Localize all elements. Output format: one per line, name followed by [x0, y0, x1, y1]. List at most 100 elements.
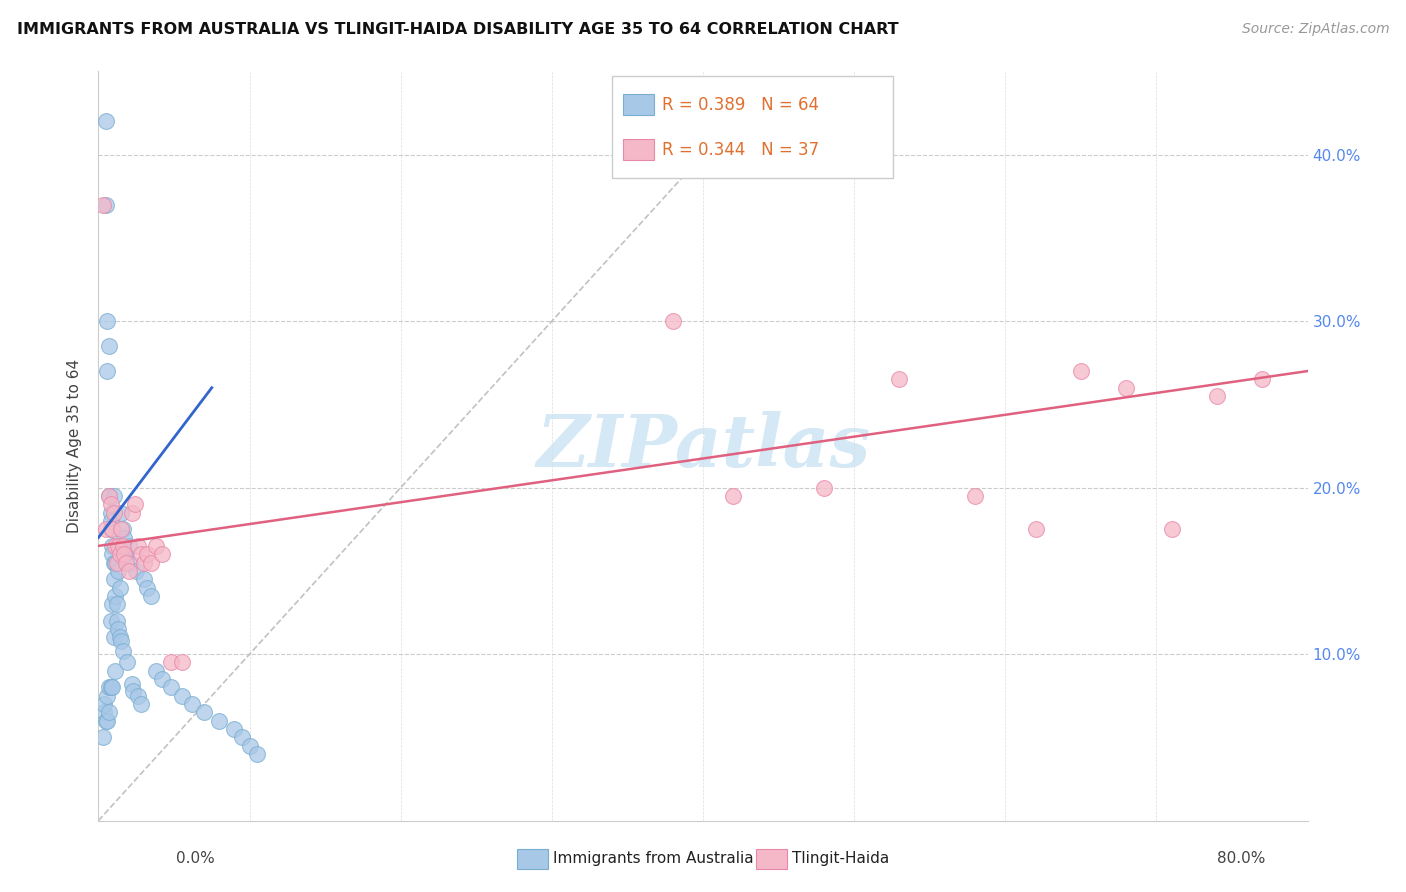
Point [723, 489, 745, 503]
Point [1206, 389, 1229, 403]
Point [208, 714, 231, 728]
Point [103, 506, 125, 520]
Point [105, 556, 128, 570]
Text: Tlingit-Haida: Tlingit-Haida [793, 852, 890, 866]
Point [104, 539, 127, 553]
Point [108, 547, 131, 561]
Point [101, 522, 124, 536]
Point [889, 372, 911, 386]
Point [98, 489, 121, 503]
Point [100, 514, 122, 528]
Point [107, 539, 129, 553]
Point [122, 683, 145, 698]
Point [112, 547, 135, 561]
Point [100, 497, 122, 511]
Point [1115, 381, 1137, 395]
Point [101, 681, 124, 695]
Point [94, 714, 117, 728]
Point [104, 589, 127, 603]
Point [103, 631, 125, 645]
Point [132, 572, 155, 586]
Point [91, 197, 114, 211]
Point [170, 689, 193, 703]
Point [98, 681, 121, 695]
Text: R = 0.389   N = 64: R = 0.389 N = 64 [662, 95, 820, 113]
Point [105, 614, 128, 628]
Point [661, 314, 683, 328]
Point [224, 722, 246, 736]
Point [98, 706, 121, 720]
Point [107, 622, 129, 636]
Point [111, 522, 134, 536]
Point [127, 689, 149, 703]
Point [141, 589, 163, 603]
Point [100, 506, 122, 520]
Text: R = 0.344   N = 37: R = 0.344 N = 37 [662, 141, 820, 159]
Point [150, 547, 173, 561]
Point [104, 556, 127, 570]
Point [135, 581, 157, 595]
Point [111, 539, 134, 553]
Point [110, 506, 132, 520]
Point [101, 539, 124, 553]
Y-axis label: Disability Age 35 to 64: Disability Age 35 to 64 [67, 359, 83, 533]
Text: 0.0%: 0.0% [176, 851, 215, 865]
Text: IMMIGRANTS FROM AUSTRALIA VS TLINGIT-HAIDA DISABILITY AGE 35 TO 64 CORRELATION C: IMMIGRANTS FROM AUSTRALIA VS TLINGIT-HAI… [17, 22, 898, 37]
Point [100, 681, 122, 695]
Point [1160, 522, 1182, 536]
Point [145, 539, 167, 553]
Point [1024, 522, 1046, 536]
Text: Immigrants from Australia: Immigrants from Australia [554, 852, 754, 866]
Text: Source: ZipAtlas.com: Source: ZipAtlas.com [1241, 22, 1389, 37]
Point [246, 747, 269, 761]
Point [121, 506, 143, 520]
Point [813, 481, 835, 495]
Point [129, 547, 152, 561]
Point [100, 522, 122, 536]
Point [96, 689, 118, 703]
Point [98, 339, 121, 353]
Point [145, 664, 167, 678]
Point [93, 706, 115, 720]
Point [160, 656, 183, 670]
Point [120, 556, 142, 570]
Point [107, 564, 129, 578]
Point [100, 614, 122, 628]
Point [150, 672, 173, 686]
Point [105, 597, 128, 611]
Point [103, 556, 125, 570]
Point [98, 489, 121, 503]
Text: 80.0%: 80.0% [1218, 851, 1265, 865]
Point [1251, 372, 1274, 386]
Point [170, 656, 193, 670]
Point [93, 697, 115, 711]
Point [239, 739, 262, 753]
Point [96, 714, 118, 728]
Point [114, 547, 136, 561]
Point [111, 644, 134, 658]
Point [103, 572, 125, 586]
Point [110, 633, 132, 648]
Point [94, 522, 117, 536]
Point [132, 556, 155, 570]
Point [129, 697, 152, 711]
Text: ZIPatlas: ZIPatlas [536, 410, 870, 482]
Point [125, 564, 148, 578]
Point [121, 677, 143, 691]
Point [112, 531, 135, 545]
Point [124, 497, 146, 511]
Point [91, 731, 114, 745]
Point [127, 539, 149, 553]
Point [94, 197, 117, 211]
Point [101, 547, 124, 561]
Point [115, 656, 138, 670]
Point [110, 522, 132, 536]
Point [103, 489, 125, 503]
Point [96, 364, 118, 378]
Point [965, 489, 987, 503]
Point [135, 547, 157, 561]
Point [118, 539, 141, 553]
Point [96, 314, 118, 328]
Point [1070, 364, 1092, 378]
Point [104, 664, 127, 678]
